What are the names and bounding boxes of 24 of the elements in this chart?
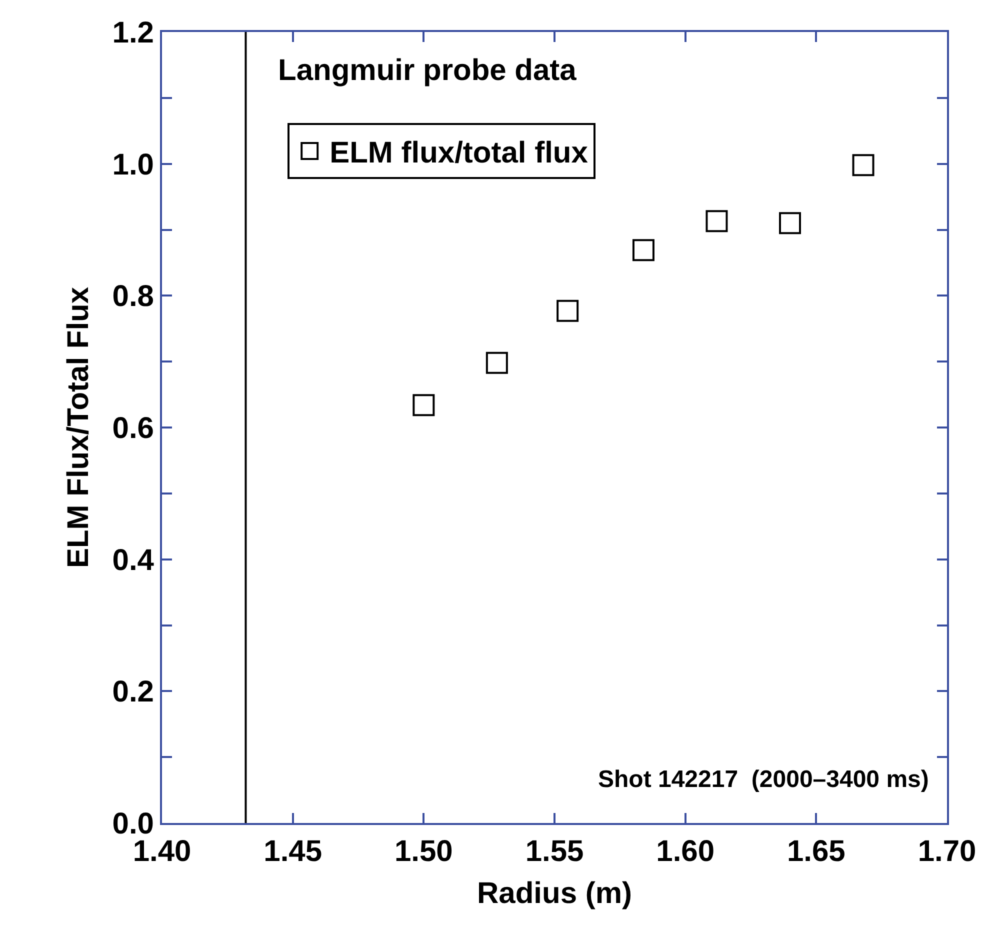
- x-tick-label: 1.70: [918, 835, 976, 868]
- x-tick-label: 1.55: [525, 835, 584, 868]
- point: [632, 239, 654, 262]
- annotation: Langmuir probe data: [278, 54, 577, 87]
- y-tick-label: 0.8: [112, 280, 154, 314]
- y-tick-label: 0.6: [112, 412, 154, 445]
- point: [486, 352, 508, 374]
- point: [779, 212, 801, 234]
- x-axis-title: Radius (m): [476, 877, 632, 910]
- legend-label: ELM flux/total flux: [330, 136, 588, 170]
- y-tick-label: 1.2: [112, 16, 154, 50]
- point: [706, 210, 728, 232]
- y-axis-title: ELM Flux/Total Flux: [62, 286, 95, 568]
- y-tick-label: 0.2: [112, 676, 154, 709]
- y-tick-label: 1.0: [112, 148, 154, 182]
- x-tick-label: 1.60: [656, 835, 715, 868]
- point: [412, 394, 435, 416]
- x-tick-label: 1.50: [394, 835, 453, 868]
- annotation: Shot 142217 (2000–3400 ms): [598, 766, 929, 793]
- x-tick-label: 1.45: [264, 835, 322, 868]
- y-tick-label: 0.4: [112, 544, 154, 577]
- point: [852, 154, 874, 176]
- x-tick-label: 1.65: [786, 835, 846, 868]
- point: [556, 300, 579, 322]
